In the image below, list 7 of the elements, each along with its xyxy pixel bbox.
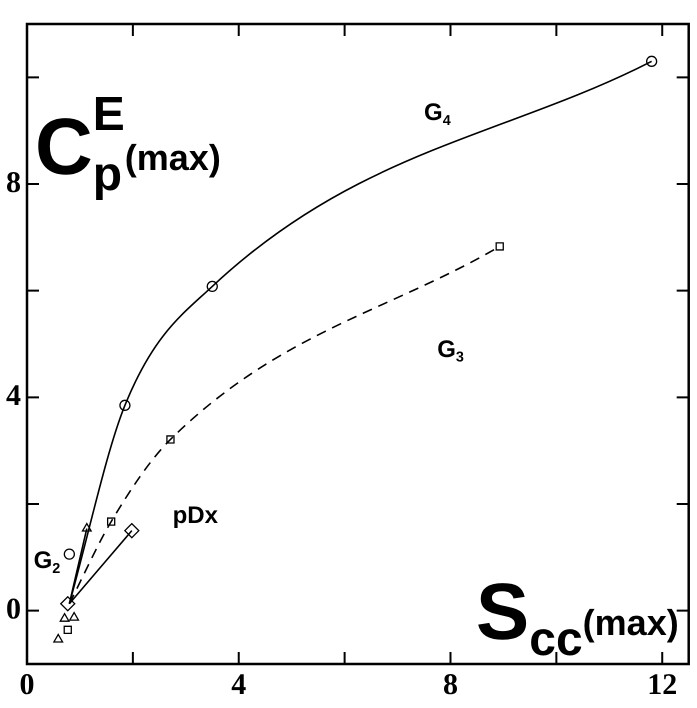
x-tick-label: 8: [442, 668, 458, 701]
y-tick-label: 4: [6, 379, 21, 412]
x-tick-label: 12: [647, 668, 678, 701]
x-tick-label: 4: [231, 668, 246, 701]
y-tick-label: 8: [6, 166, 21, 199]
y-tick-label: 0: [6, 592, 21, 626]
annotation: pDx: [172, 502, 219, 530]
